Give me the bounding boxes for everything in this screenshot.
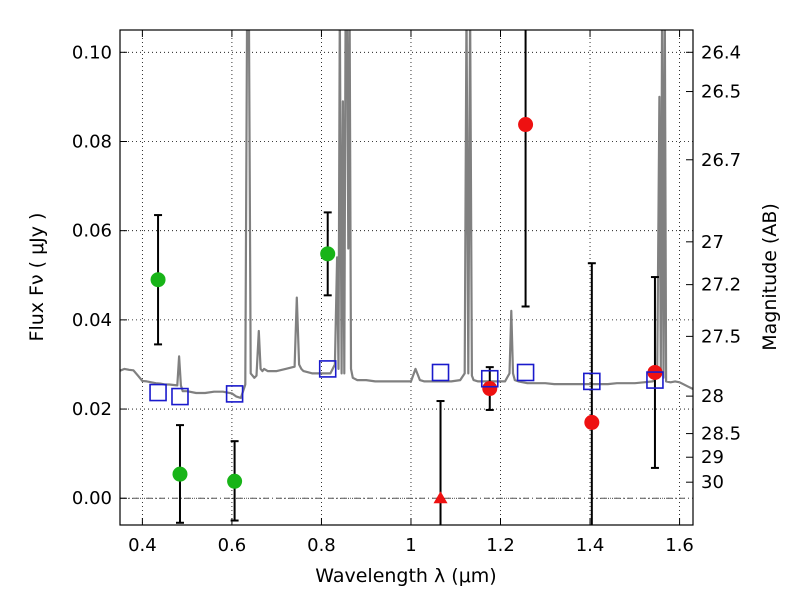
mag-tick-label: 29 [701,447,724,468]
x-tick-label: 1.2 [486,535,515,556]
y-tick-label: 0.06 [72,221,112,242]
model-photometry-marker [149,383,167,402]
mag-tick-label: 30 [701,472,724,493]
model-photometry-marker [646,371,664,389]
plot-frame [119,29,694,526]
gridlines [120,30,693,525]
model-photometry-marker [171,387,189,406]
model-photometry-marker [480,369,499,388]
y-axis-label: Flux Fν ( μJy ) [26,213,48,342]
y-tick-label: 0.10 [72,42,112,63]
x-axis-label: Wavelength λ (μm) [315,565,496,587]
axis-ticks: 0.4 0.6 0.8 1 1.2 1.4 1.6 0.00 0.02 0.04 0.06 0.08 0… [72,30,741,556]
x-tick-label: 1 [405,535,416,556]
mag-tick-label: 26.5 [701,82,741,103]
data-point [172,466,188,482]
y-tick-label: 0.00 [72,488,112,509]
data-point [320,246,336,262]
data-point [150,272,166,288]
x-tick-label: 1.6 [665,535,694,556]
model-photometry-marker [516,363,535,382]
mag-tick-label: 26.7 [701,150,741,171]
x-tick-label: 1.4 [576,535,605,556]
y-tick-label: 0.04 [72,310,112,331]
x-tick-label: 0.4 [128,535,157,556]
upper-limit-marker [433,491,448,504]
model-spectrum-line [120,30,693,399]
mag-tick-label: 27.2 [701,275,741,296]
mag-tick-label: 27 [701,232,724,253]
mag-tick-label: 27.5 [701,326,741,347]
model-photometry-marker [431,363,450,382]
model-photometry-marker [225,385,244,403]
x-tick-label: 0.8 [307,535,336,556]
data-markers [149,30,664,525]
y-axis-right-label: Magnitude (AB) [759,203,781,351]
model-photometry-marker [318,360,337,378]
data-point [227,473,243,489]
y-tick-label: 0.08 [72,131,112,152]
y-tick-label: 0.02 [72,399,112,420]
mag-tick-label: 28.5 [701,424,741,445]
data-point [518,117,534,133]
data-point [482,381,498,397]
x-tick-label: 0.6 [218,535,247,556]
model-photometry-marker [583,372,601,391]
mag-tick-label: 26.4 [701,42,741,63]
mag-tick-label: 28 [701,386,724,407]
data-point [584,414,600,430]
